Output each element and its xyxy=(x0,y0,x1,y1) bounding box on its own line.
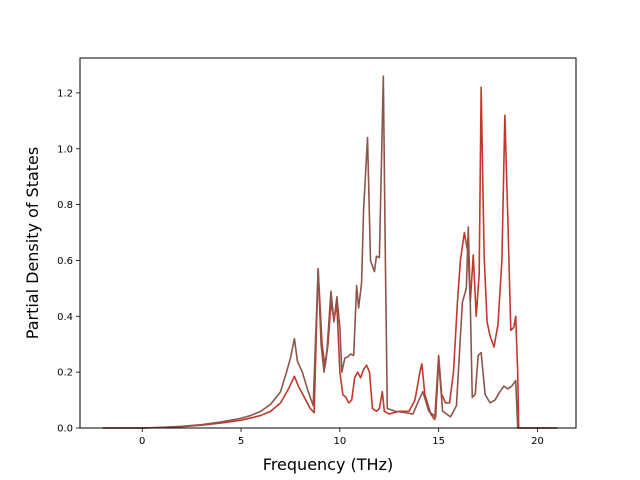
x-axis-label: Frequency (THz) xyxy=(263,455,393,474)
x-tick-label: 15 xyxy=(432,436,445,447)
series-line-1 xyxy=(102,86,558,429)
y-axis-label: Partial Density of States xyxy=(23,147,42,339)
y-tick-label: 0.8 xyxy=(57,200,73,211)
y-tick-label: 0.6 xyxy=(57,256,73,267)
x-tick-label: 20 xyxy=(531,436,544,447)
y-tick-label: 1.2 xyxy=(57,88,73,99)
y-axis-ticks: 0.0 0.2 0.4 0.6 0.8 1.0 1.2 xyxy=(57,88,80,435)
axes-frame xyxy=(79,57,577,429)
x-tick-label: 10 xyxy=(333,436,346,447)
x-tick-label: 5 xyxy=(238,436,244,447)
x-axis-ticks: 0 5 10 15 20 xyxy=(139,428,544,447)
plot-lines xyxy=(102,75,558,429)
y-tick-label: 0.2 xyxy=(57,368,73,379)
x-tick-label: 0 xyxy=(139,436,145,447)
series-line-2 xyxy=(102,75,558,429)
y-tick-label: 0.4 xyxy=(57,312,73,323)
y-tick-label: 0.0 xyxy=(57,424,73,435)
y-tick-label: 1.0 xyxy=(57,144,73,155)
